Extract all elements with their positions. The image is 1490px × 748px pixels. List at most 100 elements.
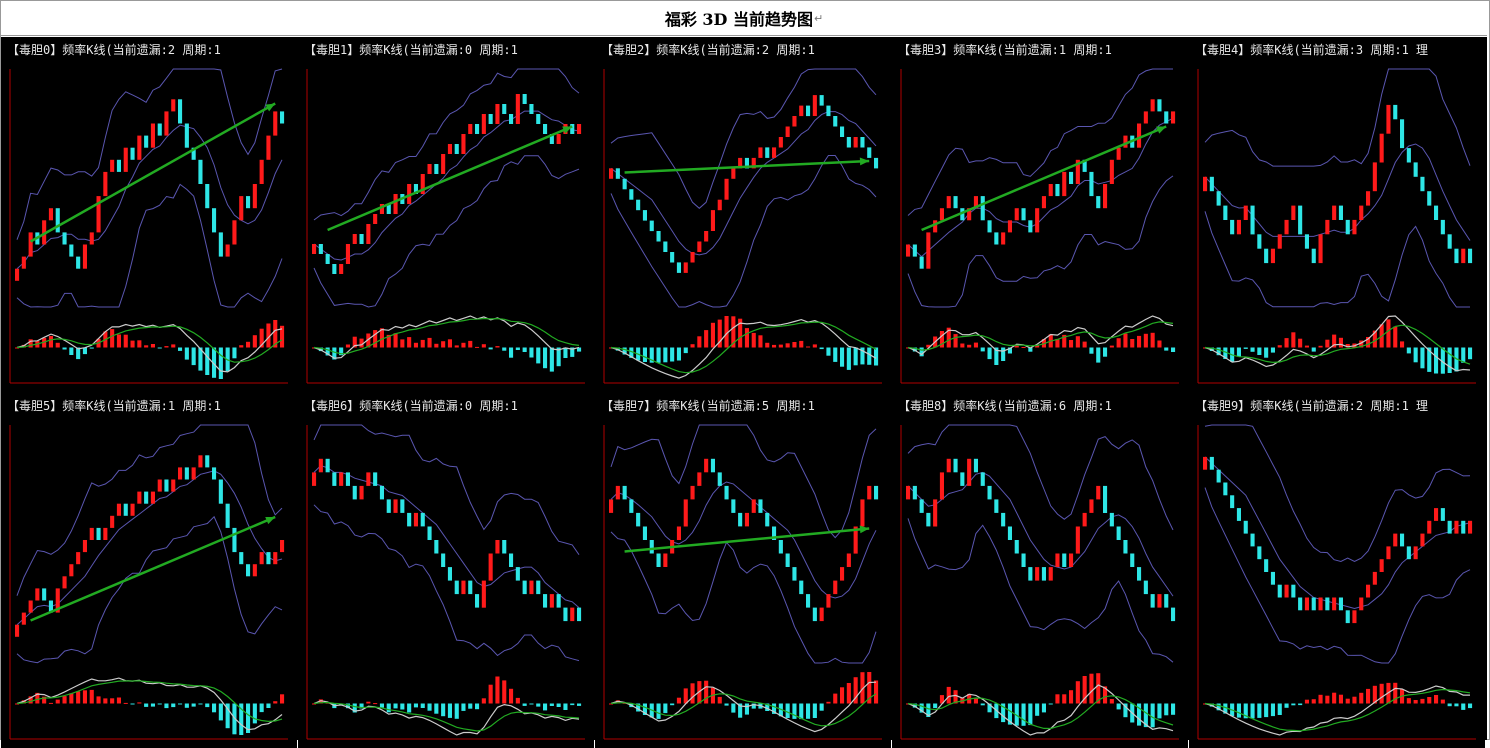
candle — [413, 184, 418, 194]
candle — [266, 135, 271, 160]
candle — [144, 491, 149, 504]
macd-bar — [475, 703, 480, 710]
macd-bar — [570, 703, 575, 706]
candle — [82, 540, 87, 553]
macd-bar — [461, 342, 466, 348]
candle — [1366, 584, 1371, 598]
macd-bar — [670, 347, 675, 362]
candle — [1164, 111, 1169, 124]
candle — [379, 485, 384, 500]
candle — [758, 499, 763, 513]
macd-bar — [198, 347, 203, 371]
macd-bar — [1116, 338, 1121, 348]
candle — [434, 164, 439, 174]
macd-bar — [1406, 347, 1411, 354]
macd-bar — [717, 696, 722, 704]
macd-bar — [373, 703, 378, 705]
candle — [994, 499, 999, 513]
candle — [495, 104, 500, 124]
trend-arrow-line — [29, 102, 276, 243]
band-lower — [907, 175, 1174, 308]
candle — [1223, 205, 1228, 220]
macd-bar — [1338, 337, 1343, 348]
band-middle — [610, 481, 877, 599]
candle — [232, 527, 237, 553]
candle — [1116, 526, 1121, 540]
macd-bar — [1366, 337, 1371, 348]
candle — [556, 134, 561, 144]
macd-bar — [1143, 703, 1148, 728]
macd-bar — [1123, 703, 1128, 718]
candle — [1014, 208, 1019, 221]
candle — [1372, 162, 1377, 192]
candle — [1311, 248, 1316, 264]
candle — [1406, 546, 1411, 560]
chart-panel: 【毒胆0】频率K线(当前遗漏:2 周期:1 — [1, 37, 297, 392]
candle — [1338, 597, 1343, 611]
candle — [252, 564, 257, 577]
candle — [744, 512, 749, 527]
macd-bar — [1001, 347, 1006, 361]
macd-bar — [980, 703, 985, 706]
candle — [697, 472, 702, 486]
macd-bar — [973, 698, 978, 704]
candle — [1123, 135, 1128, 148]
macd-bar — [379, 703, 384, 708]
candle — [312, 472, 317, 486]
candle — [1461, 248, 1466, 264]
macd-bar — [325, 347, 330, 356]
macd-bar — [157, 703, 162, 705]
macd-bar — [434, 343, 439, 348]
candle — [1447, 234, 1452, 249]
candle — [164, 479, 169, 492]
macd-bar — [1257, 347, 1262, 355]
macd-bar — [751, 703, 756, 709]
candle — [103, 171, 108, 197]
macd-bar — [312, 703, 317, 705]
candle — [933, 499, 938, 527]
macd-bar — [509, 688, 514, 704]
candle — [1318, 234, 1323, 264]
candle — [710, 458, 715, 473]
candle — [1400, 533, 1405, 547]
chart-panel: 【毒胆2】频率K线(当前遗漏:2 周期:1 — [595, 37, 891, 392]
candle — [144, 135, 149, 148]
macd-bar — [1216, 347, 1221, 356]
macd-bar — [205, 703, 210, 708]
candle — [1164, 594, 1169, 608]
macd-bar — [563, 347, 568, 358]
macd-bar — [1461, 347, 1466, 363]
macd-bar — [1157, 703, 1162, 719]
candle — [656, 553, 661, 567]
candle — [933, 220, 938, 233]
macd-bar — [137, 702, 142, 704]
macd-bar — [939, 331, 944, 348]
macd-bar — [1359, 340, 1364, 348]
candle — [1304, 597, 1309, 611]
macd-bar — [218, 703, 223, 721]
candle — [509, 553, 514, 567]
candle — [1123, 540, 1128, 554]
macd-bar — [799, 703, 804, 720]
band-upper — [610, 424, 877, 539]
candle — [1413, 162, 1418, 177]
candle — [1298, 597, 1303, 611]
candle — [225, 503, 230, 528]
candle — [1257, 546, 1262, 560]
macd-bar — [765, 342, 770, 348]
macd-bar — [515, 347, 520, 350]
candle — [1089, 499, 1094, 513]
candle — [225, 244, 230, 257]
macd-bar — [912, 347, 917, 352]
panel-title: 【毒胆9】频率K线(当前遗漏:2 周期:1 理 — [1195, 399, 1429, 413]
candle — [1209, 176, 1214, 192]
candle — [772, 147, 777, 158]
candle — [731, 168, 736, 179]
candle — [946, 458, 951, 473]
macd-bar — [744, 703, 749, 715]
candle — [1243, 205, 1248, 220]
candle — [413, 512, 418, 527]
macd-bar — [116, 697, 121, 704]
candle — [35, 588, 40, 601]
macd-bar — [960, 343, 965, 348]
